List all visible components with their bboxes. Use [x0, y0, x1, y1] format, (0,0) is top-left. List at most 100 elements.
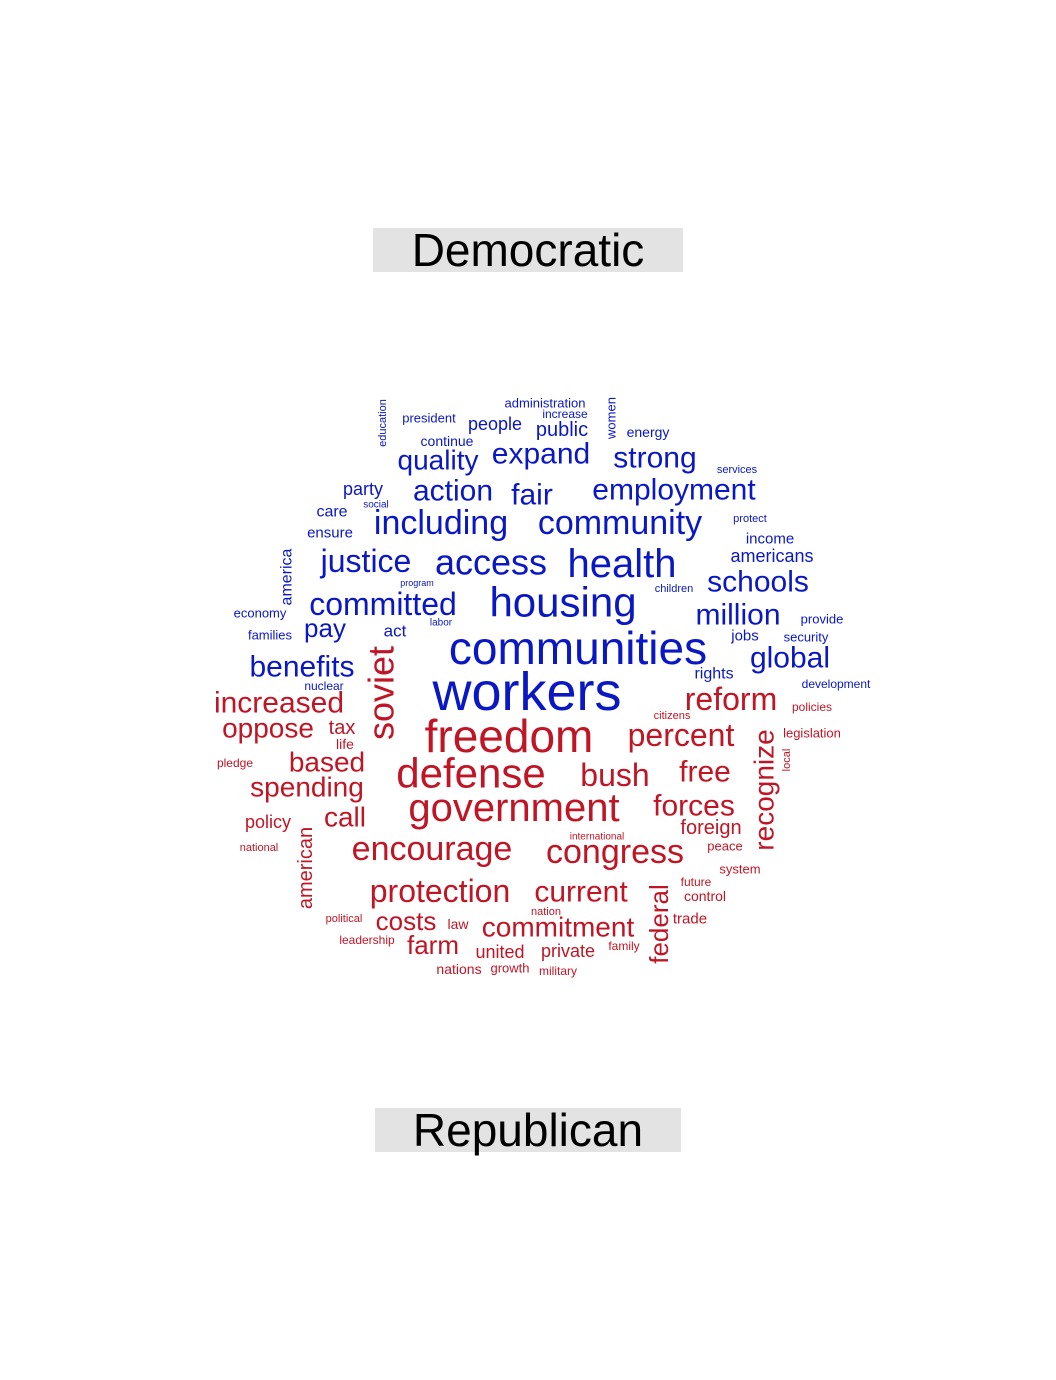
cloud-word-protect: protect — [733, 513, 767, 525]
cloud-word-future: future — [681, 875, 712, 889]
cloud-word-local: local — [781, 749, 793, 772]
cloud-word-bush: bush — [580, 757, 649, 793]
cloud-word-program: program — [400, 578, 434, 588]
cloud-word-security: security — [784, 630, 829, 645]
cloud-word-americans: americans — [730, 546, 813, 566]
cloud-word-protection: protection — [370, 873, 511, 909]
cloud-word-children: children — [655, 583, 694, 595]
cloud-word-freedom: freedom — [425, 710, 594, 762]
cloud-word-fair: fair — [511, 479, 553, 512]
cloud-word-party: party — [343, 479, 383, 499]
cloud-word-schools: schools — [707, 566, 809, 599]
cloud-word-trade: trade — [673, 911, 707, 928]
cloud-word-increase: increase — [542, 407, 588, 421]
republican-label: Republican — [375, 1107, 681, 1153]
cloud-word-united: united — [475, 942, 524, 962]
cloud-word-provide: provide — [801, 612, 844, 627]
cloud-word-housing: housing — [489, 579, 636, 626]
cloud-word-national: national — [240, 842, 279, 854]
cloud-word-families: families — [248, 628, 293, 643]
cloud-word-rights: rights — [694, 666, 733, 683]
cloud-word-legislation: legislation — [783, 726, 841, 741]
cloud-word-people: people — [468, 414, 522, 434]
cloud-word-quality: quality — [398, 445, 479, 476]
cloud-word-defense: defense — [396, 750, 545, 797]
cloud-word-pay: pay — [304, 613, 346, 643]
cloud-word-spending: spending — [250, 772, 364, 803]
cloud-word-based: based — [289, 747, 365, 778]
cloud-word-services: services — [717, 464, 758, 476]
cloud-word-employment: employment — [592, 474, 756, 507]
cloud-word-peace: peace — [707, 839, 742, 854]
cloud-word-family: family — [608, 939, 639, 953]
cloud-word-policies: policies — [792, 700, 832, 714]
cloud-word-act: act — [384, 622, 407, 641]
cloud-word-international: international — [570, 832, 624, 843]
cloud-word-congress: congress — [546, 833, 684, 871]
cloud-word-strong: strong — [613, 442, 696, 475]
cloud-word-nations: nations — [436, 961, 481, 977]
cloud-word-labor: labor — [430, 618, 453, 629]
cloud-word-costs: costs — [376, 906, 437, 936]
cloud-word-jobs: jobs — [730, 628, 759, 645]
cloud-word-growth: growth — [490, 961, 529, 976]
cloud-word-benefits: benefits — [249, 651, 354, 684]
cloud-word-million: million — [695, 599, 780, 632]
cloud-word-tax: tax — [329, 717, 356, 739]
cloud-word-continue: continue — [421, 433, 474, 449]
cloud-word-life: life — [336, 736, 354, 752]
cloud-word-policy: policy — [245, 812, 291, 832]
cloud-word-education: education — [377, 399, 389, 447]
cloud-word-president: president — [402, 411, 456, 426]
cloud-word-administration: administration — [505, 396, 586, 411]
cloud-word-global: global — [750, 642, 830, 675]
cloud-word-development: development — [802, 677, 871, 691]
cloud-word-nuclear: nuclear — [304, 679, 343, 693]
cloud-word-health: health — [568, 542, 677, 586]
cloud-word-forces: forces — [653, 790, 735, 823]
cloud-word-percent: percent — [628, 717, 735, 753]
cloud-word-economy: economy — [234, 606, 287, 621]
cloud-word-soviet: soviet — [361, 646, 402, 740]
cloud-word-action: action — [413, 475, 493, 508]
cloud-word-commitment: commitment — [482, 912, 635, 943]
cloud-word-nation: nation — [531, 906, 561, 918]
cloud-word-foreign: foreign — [680, 817, 741, 839]
cloud-word-reform: reform — [685, 681, 777, 717]
cloud-word-public: public — [536, 419, 588, 441]
cloud-word-income: income — [746, 531, 794, 548]
cloud-word-justice: justice — [320, 543, 412, 579]
cloud-word-care: care — [316, 504, 347, 521]
cloud-word-expand: expand — [492, 438, 590, 471]
cloud-word-private: private — [541, 941, 595, 961]
cloud-word-farm: farm — [407, 930, 459, 960]
cloud-word-current: current — [534, 876, 628, 909]
cloud-word-law: law — [447, 916, 469, 932]
cloud-word-citizens: citizens — [654, 710, 691, 722]
cloud-word-call: call — [324, 802, 366, 833]
cloud-word-system: system — [719, 862, 760, 877]
cloud-word-women: women — [604, 397, 619, 440]
cloud-word-federal: federal — [644, 884, 674, 964]
cloud-word-including: including — [374, 504, 508, 542]
cloud-word-committed: committed — [309, 586, 457, 622]
cloud-word-social: social — [363, 500, 389, 511]
cloud-word-ensure: ensure — [307, 525, 353, 542]
cloud-word-encourage: encourage — [352, 830, 513, 868]
cloud-word-pledge: pledge — [217, 756, 253, 770]
cloud-word-oppose: oppose — [222, 713, 314, 744]
cloud-word-communities: communities — [449, 622, 707, 674]
cloud-word-government: government — [408, 786, 619, 830]
cloud-word-political: political — [326, 913, 363, 925]
cloud-word-free: free — [679, 756, 731, 789]
cloud-word-america: america — [279, 548, 296, 605]
cloud-word-recognize: recognize — [749, 729, 780, 850]
cloud-word-american: american — [295, 827, 317, 909]
cloud-word-community: community — [538, 504, 702, 542]
cloud-word-access: access — [435, 542, 547, 583]
cloud-word-control: control — [684, 888, 726, 904]
cloud-word-leadership: leadership — [339, 933, 395, 947]
cloud-word-increased: increased — [214, 687, 344, 720]
cloud-word-workers: workers — [431, 662, 621, 722]
